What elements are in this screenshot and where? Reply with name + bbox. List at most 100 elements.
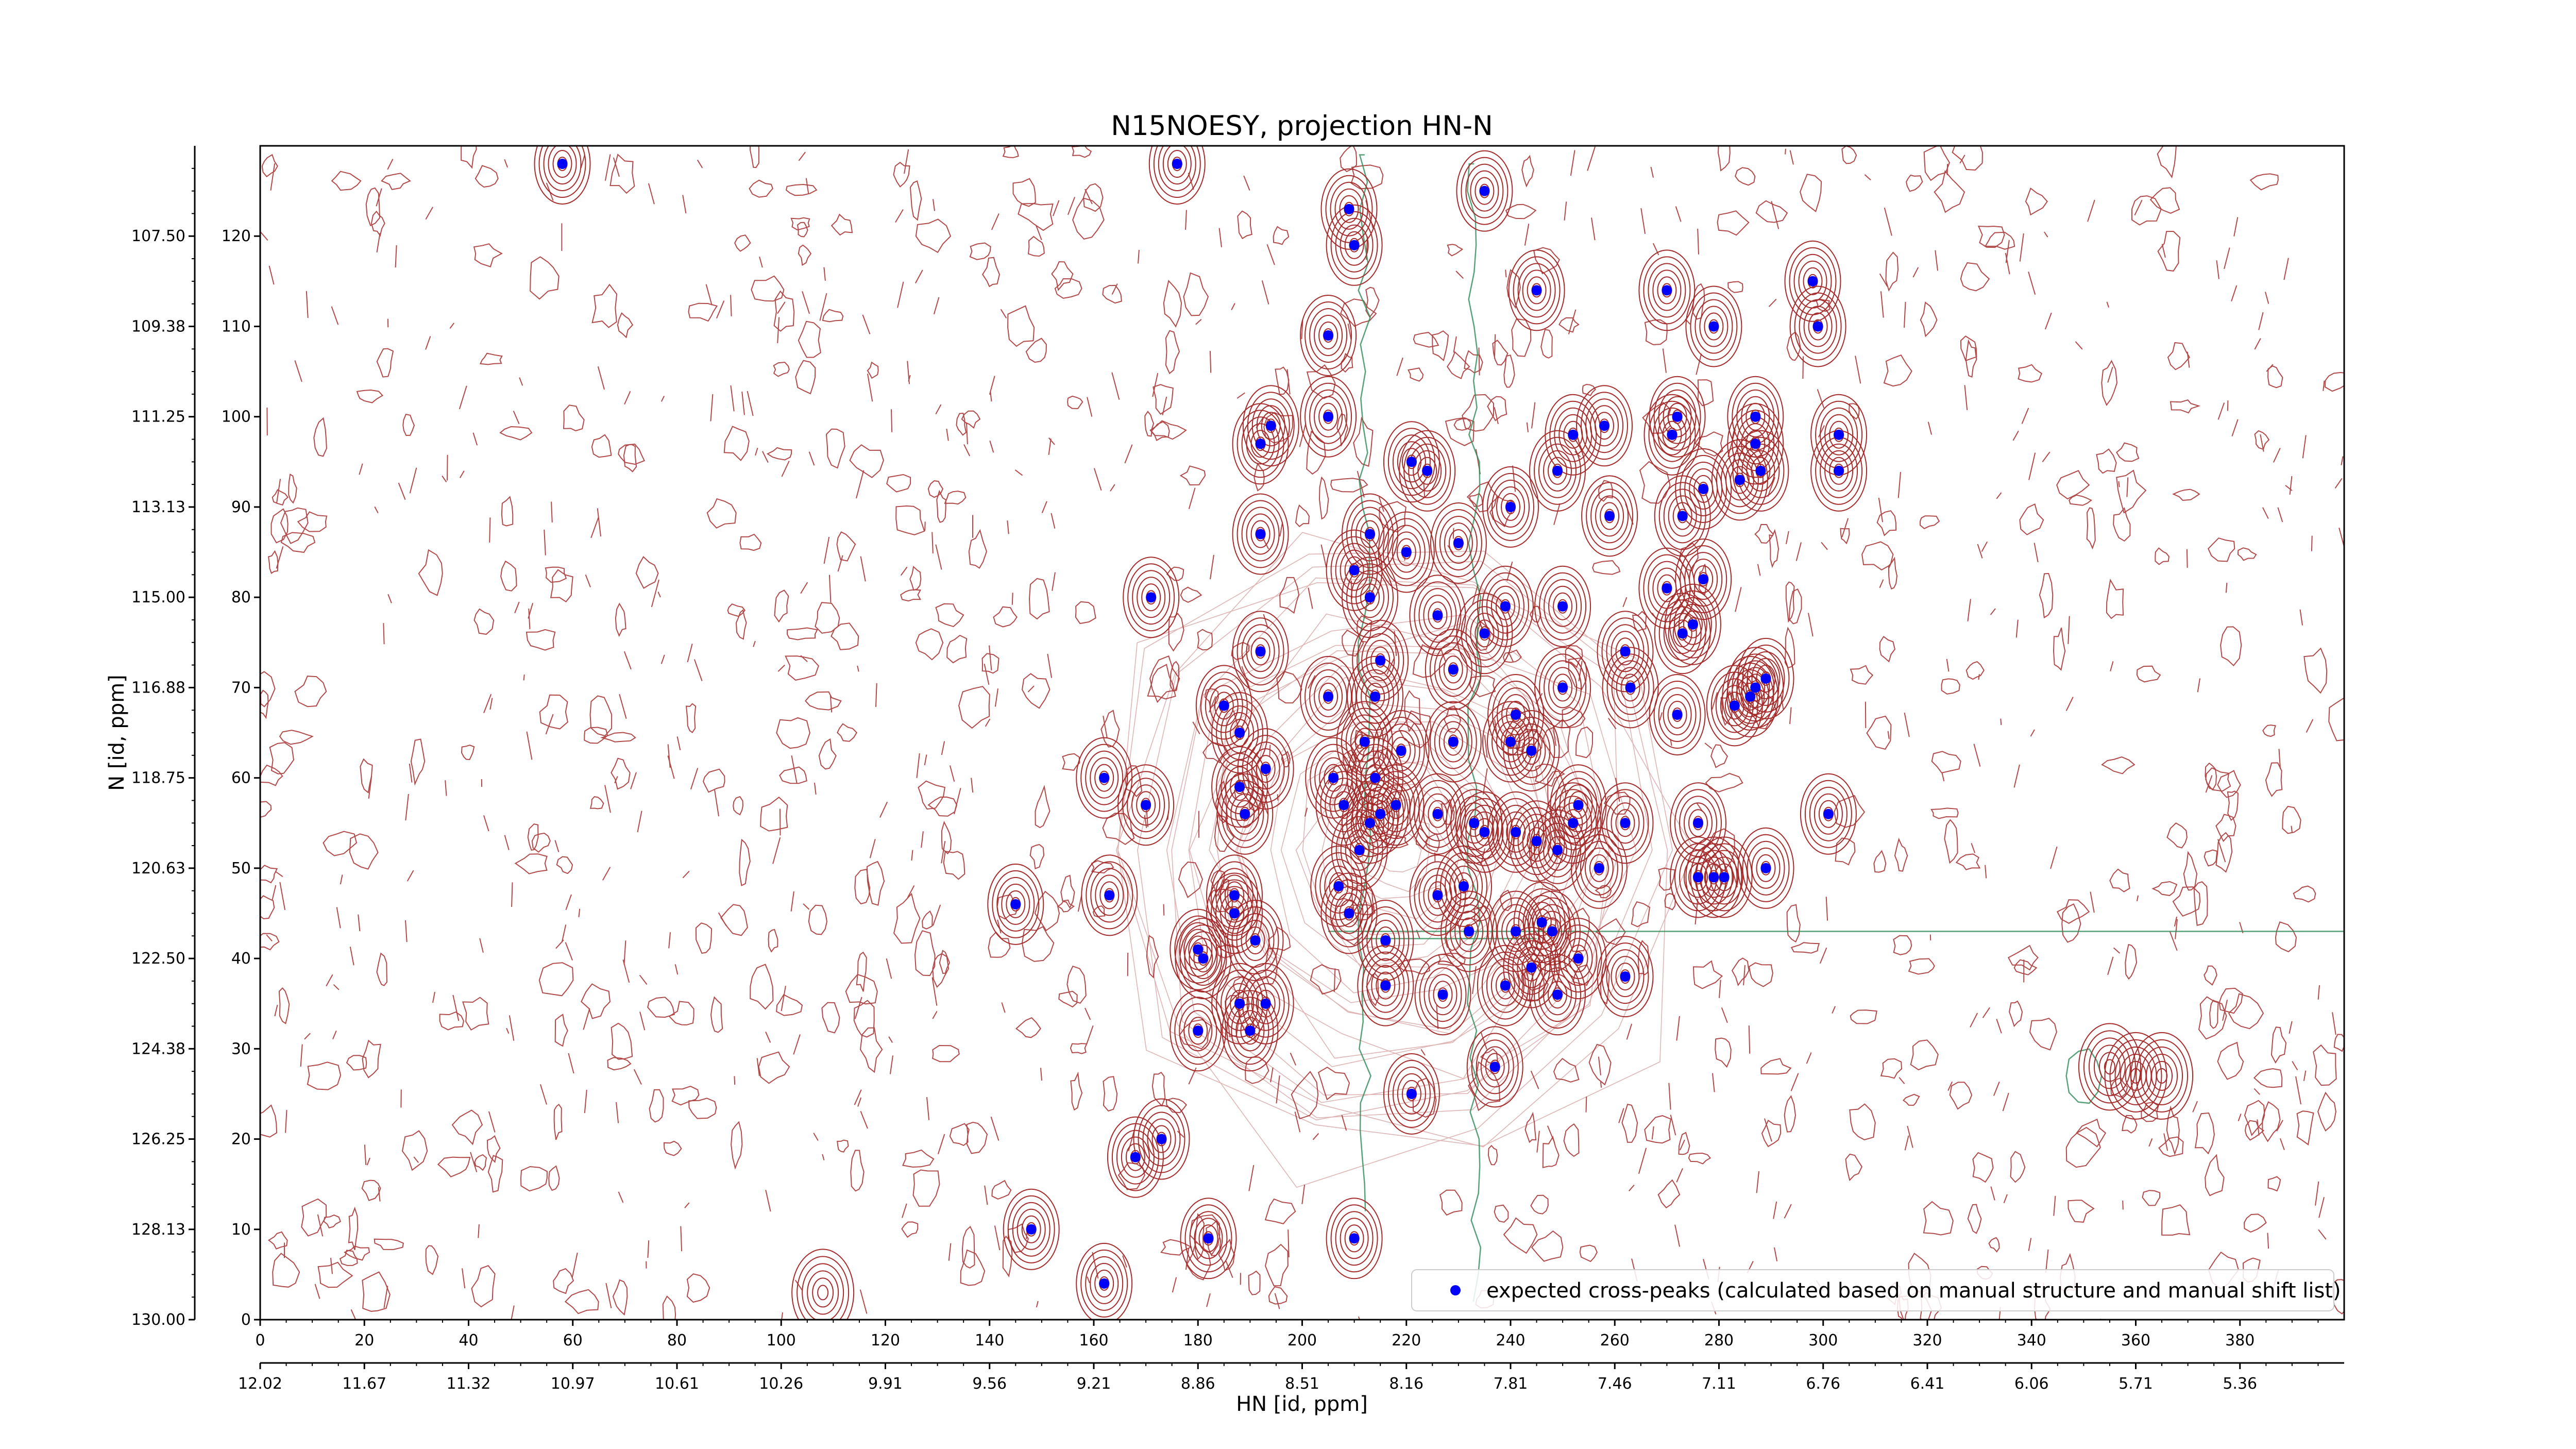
- peak-contour: [1211, 692, 1268, 773]
- peak-contour: [1136, 791, 1156, 819]
- peak-contour: [1497, 804, 1535, 860]
- peak-contour: [1357, 626, 1404, 695]
- peak-contour: [543, 146, 582, 191]
- noise-contour: [1160, 1239, 1193, 1256]
- peak-contour: [1147, 1118, 1176, 1160]
- noise-contour: [1166, 566, 1184, 581]
- peak-contour: [1818, 800, 1838, 828]
- peak-contour: [1554, 924, 1602, 993]
- noise-contour: [922, 910, 933, 930]
- peak-contour: [1179, 1003, 1217, 1058]
- noise-contour: [366, 1157, 370, 1166]
- noise-contour: [2005, 252, 2010, 275]
- noise-contour: [2136, 895, 2139, 901]
- peak-contour: [1131, 784, 1161, 826]
- noise-contour: [1505, 204, 1537, 220]
- noise-contour: [2056, 899, 2090, 924]
- noise-contour: [1784, 1095, 1797, 1133]
- noise-contour: [1058, 990, 1078, 1008]
- noise-contour: [1912, 267, 1919, 278]
- noise-contour: [2216, 260, 2219, 279]
- noise-contour: [1676, 1168, 1683, 1183]
- peak-contour-group: [1722, 655, 1779, 737]
- noise-contour: [1012, 178, 1036, 207]
- peak-contour: [1314, 396, 1343, 437]
- noise-contour: [755, 447, 758, 456]
- noise-contour: [937, 1134, 945, 1155]
- extra-contour: [2136, 1039, 2189, 1113]
- noise-contour: [1717, 146, 1731, 172]
- noise-contour: [1506, 561, 1513, 581]
- noise-contour: [1674, 1224, 1681, 1247]
- peak-contour: [1408, 443, 1447, 498]
- noise-contour: [909, 565, 922, 591]
- noise-contour: [538, 962, 574, 997]
- peak-contour: [1669, 590, 1717, 659]
- noise-contour: [2107, 366, 2113, 383]
- noise-contour: [1091, 860, 1114, 873]
- peak-contour: [1544, 579, 1582, 634]
- peak-contour: [1251, 748, 1280, 790]
- peak-contour: [1425, 629, 1482, 711]
- noise-contour: [383, 1286, 388, 1308]
- noise-contour: [791, 755, 798, 783]
- noise-contour: [800, 655, 808, 662]
- noise-contour: [984, 663, 990, 685]
- peak-contour: [1449, 865, 1478, 907]
- peak-contour: [1221, 976, 1259, 1031]
- noise-contour: [1883, 354, 1912, 387]
- noise-contour: [2042, 451, 2050, 462]
- noise-contour: [2007, 945, 2039, 971]
- noise-contour: [2205, 775, 2213, 793]
- cross-peak-point: [1479, 186, 1490, 196]
- peak-contour: [1127, 563, 1175, 632]
- peak-contour-group: [1326, 1198, 1383, 1279]
- noise-contour: [1715, 1037, 1732, 1068]
- y-tick-label: 10: [231, 1221, 251, 1239]
- noise-contour: [1072, 197, 1105, 240]
- plot-area: [260, 146, 2344, 1320]
- peak-contour: [1522, 269, 1551, 311]
- noise-contour: [332, 1030, 337, 1039]
- noise-contour: [1267, 926, 1291, 951]
- noise-contour: [374, 506, 379, 514]
- cross-peak-point: [1489, 1062, 1500, 1072]
- noise-contour: [924, 754, 927, 766]
- noise-contour: [276, 479, 281, 504]
- noise-contour: [2283, 258, 2289, 280]
- x-tick-label: 360: [2121, 1332, 2150, 1350]
- noise-contour: [1977, 225, 2005, 248]
- noise-contour: [1710, 744, 1728, 768]
- noise-contour: [1111, 283, 1118, 295]
- noise-contour: [918, 780, 946, 810]
- noise-contour: [260, 933, 280, 951]
- noise-contour: [805, 178, 809, 194]
- peak-contour: [1403, 436, 1451, 505]
- peak-contour: [1653, 681, 1701, 749]
- peak-contour: [1705, 850, 1743, 905]
- peak-contour: [1318, 402, 1338, 431]
- peak-contour: [1517, 730, 1546, 771]
- noise-contour: [1034, 890, 1060, 932]
- peak-contour-group: [1597, 611, 1654, 693]
- noise-contour: [279, 730, 314, 745]
- noise-contour: [2265, 762, 2283, 797]
- cross-peak-point: [1812, 321, 1823, 332]
- noise-contour: [1988, 1237, 2000, 1253]
- peak-contour: [1330, 1204, 1378, 1273]
- cross-peak-point: [1677, 628, 1688, 639]
- peak-contour: [1506, 917, 1526, 946]
- peak-contour: [1477, 565, 1534, 647]
- noise-contour: [1990, 1186, 1995, 1201]
- noise-contour: [474, 1154, 487, 1171]
- noise-contour: [1880, 1058, 1903, 1079]
- noise-contour: [1721, 1007, 1728, 1023]
- peak-contour: [1538, 967, 1577, 1022]
- peak-contour-group: [1170, 990, 1227, 1072]
- noise-contour: [1110, 484, 1115, 492]
- noise-contour: [1341, 352, 1353, 373]
- noise-contour: [1678, 1132, 1690, 1155]
- peak-contour: [1586, 482, 1634, 550]
- noise-contour: [500, 560, 517, 592]
- ppm-tick-label: 6.76: [1806, 1375, 1840, 1393]
